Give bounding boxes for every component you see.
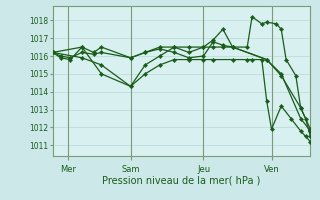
X-axis label: Pression niveau de la mer( hPa ): Pression niveau de la mer( hPa ) (102, 175, 261, 185)
